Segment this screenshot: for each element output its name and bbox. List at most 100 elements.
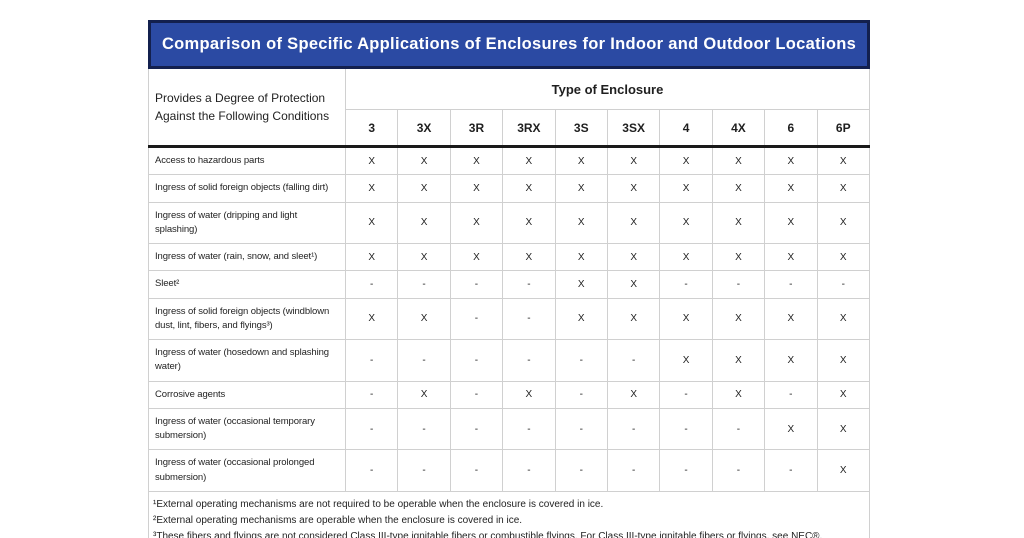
- protection-mark: X: [659, 201, 713, 244]
- protection-mark: -: [449, 297, 504, 340]
- protection-mark: X: [502, 174, 556, 203]
- protection-mark: X: [554, 270, 608, 299]
- protection-mark: X: [502, 242, 556, 272]
- protection-mark: -: [397, 449, 451, 492]
- protection-mark: -: [502, 407, 556, 451]
- protection-mark: X: [659, 242, 713, 272]
- condition-label: Ingress of water (occasional temporary s…: [148, 407, 346, 451]
- protection-mark: X: [659, 339, 713, 382]
- protection-mark: X: [711, 380, 766, 409]
- table-row: Corrosive agents - X - X - X - X - X: [148, 380, 871, 409]
- protection-mark: X: [554, 201, 608, 244]
- protection-mark: -: [711, 449, 766, 492]
- protection-mark: X: [816, 380, 871, 409]
- protection-mark: X: [764, 201, 818, 244]
- protection-mark: -: [397, 407, 451, 451]
- protection-mark: X: [449, 242, 504, 272]
- protection-mark: X: [711, 145, 766, 176]
- table-body: Access to hazardous parts X X X X X X X X X X Ingre…: [148, 145, 871, 492]
- column-header-3rx: 3RX: [502, 109, 556, 148]
- protection-mark: -: [397, 270, 451, 299]
- protection-mark: -: [554, 407, 608, 451]
- protection-mark: X: [606, 380, 661, 409]
- protection-mark: X: [397, 174, 451, 203]
- protection-mark: X: [764, 174, 818, 203]
- protection-mark: X: [764, 297, 818, 340]
- protection-mark: -: [554, 339, 608, 382]
- protection-mark: X: [449, 201, 504, 244]
- protection-mark: -: [502, 449, 556, 492]
- condition-label: Corrosive agents: [148, 380, 346, 409]
- protection-mark: X: [606, 145, 661, 176]
- table-row: Ingress of water (occasional temporary s…: [148, 407, 871, 451]
- protection-mark: X: [397, 380, 451, 409]
- protection-mark: X: [606, 201, 661, 244]
- protection-mark: -: [711, 407, 766, 451]
- protection-mark: -: [764, 380, 818, 409]
- protection-mark: X: [502, 380, 556, 409]
- protection-mark: X: [816, 242, 871, 272]
- condition-label: Ingress of solid foreign objects (fallin…: [148, 174, 346, 203]
- column-header-4: 4: [659, 109, 713, 148]
- protection-mark: X: [606, 270, 661, 299]
- protection-mark: -: [764, 449, 818, 492]
- protection-mark: X: [554, 174, 608, 203]
- protection-mark: X: [711, 339, 766, 382]
- protection-mark: X: [344, 145, 399, 176]
- footnotes-section: ¹External operating mechanisms are not r…: [148, 491, 870, 538]
- footnote: ²External operating mechanisms are opera…: [153, 514, 523, 526]
- protection-mark: X: [502, 145, 556, 176]
- protection-mark: -: [344, 407, 399, 451]
- table-row: Sleet² - - - - X X - - - -: [148, 270, 871, 299]
- table-row: Access to hazardous parts X X X X X X X X X X: [148, 145, 871, 176]
- protection-mark: X: [344, 174, 399, 203]
- protection-mark: -: [449, 339, 504, 382]
- protection-mark: -: [606, 407, 661, 451]
- condition-label: Ingress of water (hosedown and splashing…: [148, 339, 346, 382]
- condition-label: Ingress of water (occasional prolonged s…: [148, 449, 346, 492]
- protection-mark: X: [659, 145, 713, 176]
- column-header-3: 3: [344, 109, 399, 148]
- column-header-3r: 3R: [449, 109, 504, 148]
- protection-mark: X: [816, 449, 871, 492]
- protection-mark: X: [764, 145, 818, 176]
- protection-mark: X: [397, 145, 451, 176]
- table-row: Ingress of water (dripping and light spl…: [148, 201, 871, 244]
- protection-mark: X: [711, 174, 766, 203]
- protection-mark: -: [659, 407, 713, 451]
- column-header-6: 6: [764, 109, 818, 148]
- type-of-enclosure-header: Type of Enclosure: [345, 69, 870, 110]
- protection-mark: X: [397, 201, 451, 244]
- protection-mark: X: [711, 242, 766, 272]
- protection-mark: -: [502, 270, 556, 299]
- protection-mark: -: [764, 270, 818, 299]
- protection-mark: X: [554, 145, 608, 176]
- condition-label: Ingress of water (dripping and light spl…: [148, 201, 346, 244]
- enclosure-comparison-table: Provides a Degree of Protection Against …: [148, 69, 871, 492]
- protection-mark: -: [449, 380, 504, 409]
- protection-mark: X: [816, 297, 871, 340]
- protection-mark: X: [606, 242, 661, 272]
- footnote: ³These fibers and flyings are not consid…: [153, 530, 823, 538]
- protection-mark: -: [344, 380, 399, 409]
- protection-mark: X: [397, 297, 451, 340]
- protection-mark: X: [344, 242, 399, 272]
- protection-mark: X: [449, 174, 504, 203]
- condition-column-header: Provides a Degree of Protection Against …: [148, 69, 346, 148]
- protection-mark: X: [816, 201, 871, 244]
- protection-mark: -: [659, 449, 713, 492]
- column-header-3x: 3X: [397, 109, 451, 148]
- protection-mark: X: [554, 297, 608, 340]
- protection-mark: -: [449, 270, 504, 299]
- protection-mark: -: [606, 449, 661, 492]
- protection-mark: X: [606, 297, 661, 340]
- condition-label: Sleet²: [148, 270, 346, 299]
- table-row: Ingress of water (rain, snow, and sleet¹…: [148, 242, 871, 272]
- protection-mark: -: [659, 380, 713, 409]
- protection-mark: X: [344, 201, 399, 244]
- protection-mark: X: [711, 297, 766, 340]
- condition-label: Ingress of solid foreign objects (windbl…: [148, 297, 346, 340]
- title-banner: Comparison of Specific Applications of E…: [148, 20, 870, 69]
- table-row: Ingress of solid foreign objects (windbl…: [148, 297, 871, 340]
